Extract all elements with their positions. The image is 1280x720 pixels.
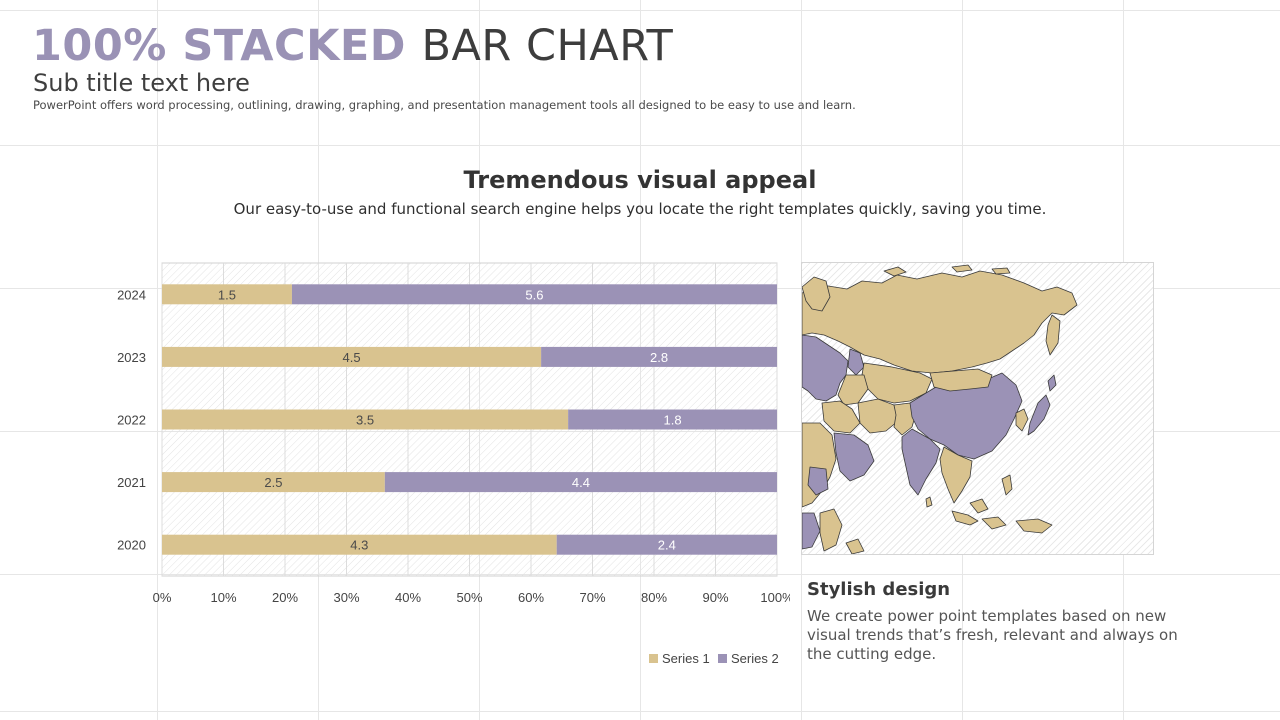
title-rest: BAR CHART — [421, 21, 674, 71]
bars: 1.5 5.6 4.5 2.8 3.5 1.8 2.5 4.4 4.3 2.4 — [162, 284, 777, 555]
asia-map-icon — [802, 264, 1078, 554]
bar-segment — [384, 472, 777, 493]
legend-swatch — [649, 654, 658, 663]
data-label: 1.8 — [664, 413, 682, 428]
data-label: 3.5 — [356, 413, 374, 428]
x-tick-label: 70% — [579, 590, 605, 605]
bar-segment — [162, 284, 292, 305]
section-heading: Tremendous visual appeal — [463, 166, 817, 194]
y-category-label: 2020 — [117, 538, 146, 553]
bar-segment — [291, 284, 777, 305]
legend: Series 1 Series 2 — [649, 651, 779, 666]
x-tick-label: 80% — [641, 590, 667, 605]
legend-swatch — [718, 654, 727, 663]
data-label: 1.5 — [218, 287, 236, 302]
x-tick-label: 30% — [333, 590, 359, 605]
y-category-label: 2021 — [117, 475, 146, 490]
x-tick-label: 60% — [518, 590, 544, 605]
axis-labels: 0% 10% 20% 30% 40% 50% 60% 70% 80% 90% 100% 2024 202… — [117, 287, 790, 605]
x-tick-label: 20% — [272, 590, 298, 605]
page-title: 100% STACKED BAR CHART — [32, 18, 673, 74]
data-label: 2.5 — [264, 475, 282, 490]
card-text: We create power point templates based on… — [807, 607, 1178, 663]
map-panel — [801, 262, 1154, 555]
data-label: 4.4 — [572, 475, 590, 490]
bar-segment — [162, 472, 385, 493]
data-label: 2.8 — [650, 350, 668, 365]
x-tick-label: 100% — [760, 590, 790, 605]
bar-segment — [162, 409, 569, 430]
stacked-bar-chart: 1.5 5.6 4.5 2.8 3.5 1.8 2.5 4.4 4.3 2.4 0% 10% 20% 3… — [117, 262, 790, 666]
page-description: PowerPoint offers word processing, outli… — [33, 98, 856, 112]
bar-segment — [162, 346, 542, 367]
data-label: 4.5 — [343, 350, 361, 365]
x-tick-label: 10% — [210, 590, 236, 605]
y-category-label: 2024 — [117, 287, 146, 302]
data-label: 5.6 — [525, 287, 543, 302]
card-title: Stylish design — [807, 579, 951, 600]
x-tick-label: 90% — [702, 590, 728, 605]
bar-segment — [568, 409, 777, 430]
x-tick-label: 40% — [395, 590, 421, 605]
bar-segment — [162, 534, 557, 555]
data-label: 4.3 — [350, 538, 368, 553]
x-tick-label: 0% — [153, 590, 172, 605]
section-subheading: Our easy-to-use and functional search en… — [233, 200, 1047, 218]
x-tick-label: 50% — [456, 590, 482, 605]
y-category-label: 2022 — [117, 413, 146, 428]
bar-segment — [541, 346, 777, 367]
data-label: 2.4 — [658, 538, 676, 553]
page-subtitle: Sub title text here — [33, 69, 250, 97]
legend-label: Series 1 — [662, 651, 710, 666]
y-category-label: 2023 — [117, 350, 146, 365]
bar-segment — [556, 534, 777, 555]
legend-label: Series 2 — [731, 651, 779, 666]
title-accent: 100% STACKED — [32, 21, 406, 71]
